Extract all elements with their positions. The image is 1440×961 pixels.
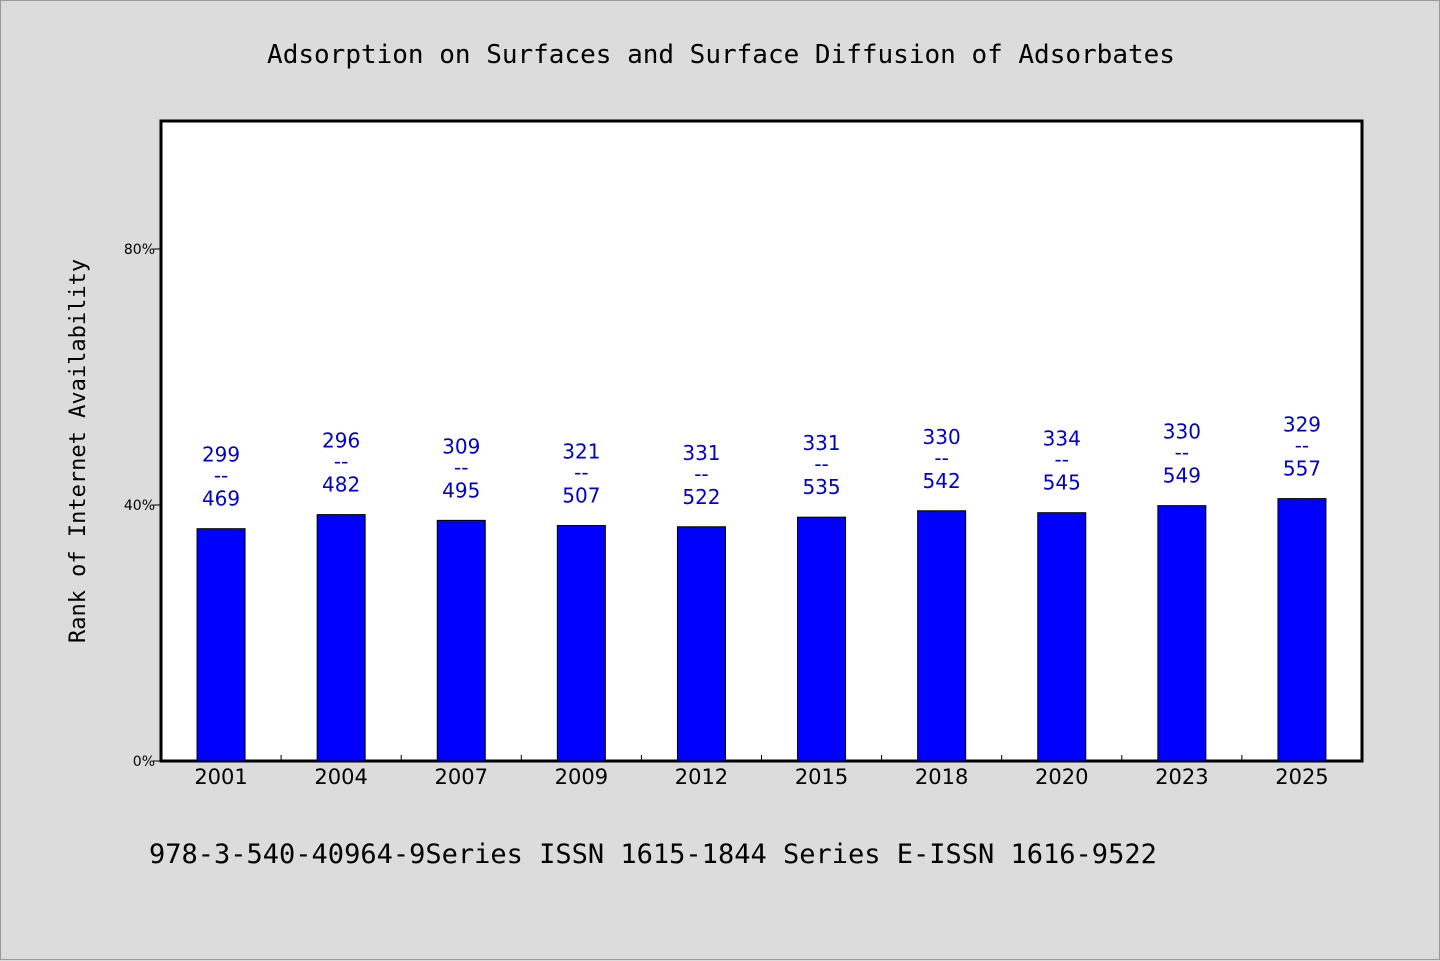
bars xyxy=(196,498,1327,762)
x-tick-label: 2009 xyxy=(555,765,608,789)
data-label-separator: -- xyxy=(214,464,228,488)
x-tick-label: 2001 xyxy=(194,765,247,789)
x-tick-label: 2004 xyxy=(314,765,367,789)
data-label-separator: -- xyxy=(574,460,588,484)
data-label-top: 330 xyxy=(1163,420,1201,444)
data-label-separator: -- xyxy=(334,450,348,474)
x-tick-label: 2012 xyxy=(675,765,728,789)
data-label-bottom: 469 xyxy=(202,487,240,511)
data-label-bottom: 522 xyxy=(682,485,720,509)
y-axis: 0% 40% 80% xyxy=(124,242,161,770)
data-label-separator: -- xyxy=(1295,434,1309,458)
y-tick-label: 40% xyxy=(124,498,155,514)
y-axis-label: Rank of Internet Availability xyxy=(66,259,91,643)
data-label-bottom: 482 xyxy=(322,473,360,497)
data-label-bottom: 549 xyxy=(1163,464,1201,488)
data-label-separator: -- xyxy=(694,462,708,486)
bar-2025 xyxy=(1277,498,1327,762)
footer-text: 978-3-540-40964-9Series ISSN 1615-1844 S… xyxy=(149,839,1157,870)
data-label-top: 329 xyxy=(1283,413,1321,437)
data-label-separator: -- xyxy=(454,455,468,479)
bar-2015 xyxy=(797,516,847,762)
data-label-bottom: 557 xyxy=(1283,457,1321,481)
x-tick-label: 2015 xyxy=(795,765,848,789)
x-tick-label: 2020 xyxy=(1035,765,1088,789)
data-label-separator: -- xyxy=(1175,441,1189,465)
data-label-bottom: 542 xyxy=(923,469,961,493)
data-label-bottom: 507 xyxy=(562,483,600,507)
data-label-bottom: 495 xyxy=(442,478,480,502)
data-labels: 299--469296--482309--495321--507331--522… xyxy=(202,413,1321,511)
chart-title: Adsorption on Surfaces and Surface Diffu… xyxy=(267,40,1175,70)
data-label-top: 299 xyxy=(202,443,240,467)
data-label-separator: -- xyxy=(814,452,828,476)
bar-2023 xyxy=(1157,505,1207,762)
data-label-top: 331 xyxy=(802,431,840,455)
x-tick-label: 2018 xyxy=(915,765,968,789)
x-axis: 2001 2004 2007 2009 2012 2015 2018 2020 2023 2025 xyxy=(160,755,1363,789)
bar-2009 xyxy=(556,524,606,762)
data-label-bottom: 545 xyxy=(1043,471,1081,495)
bar-2001 xyxy=(196,528,246,762)
x-tick-label: 2025 xyxy=(1275,765,1328,789)
data-label-top: 309 xyxy=(442,434,480,458)
data-label-bottom: 535 xyxy=(802,475,840,499)
bar-2018 xyxy=(917,510,967,762)
x-tick-label: 2007 xyxy=(435,765,488,789)
x-tick-label: 2023 xyxy=(1155,765,1208,789)
bar-2004 xyxy=(316,514,366,762)
data-label-separator: -- xyxy=(1055,448,1069,472)
bar-2007 xyxy=(436,519,486,762)
bar-2020 xyxy=(1037,512,1087,762)
y-tick-label: 80% xyxy=(124,242,155,258)
y-tick-label: 0% xyxy=(133,754,155,770)
data-label-top: 321 xyxy=(562,439,600,463)
data-label-top: 330 xyxy=(923,425,961,449)
bar-2012 xyxy=(676,526,726,762)
data-label-separator: -- xyxy=(934,446,948,470)
data-label-top: 296 xyxy=(322,429,360,453)
data-label-top: 331 xyxy=(682,441,720,465)
data-label-top: 334 xyxy=(1043,427,1081,451)
